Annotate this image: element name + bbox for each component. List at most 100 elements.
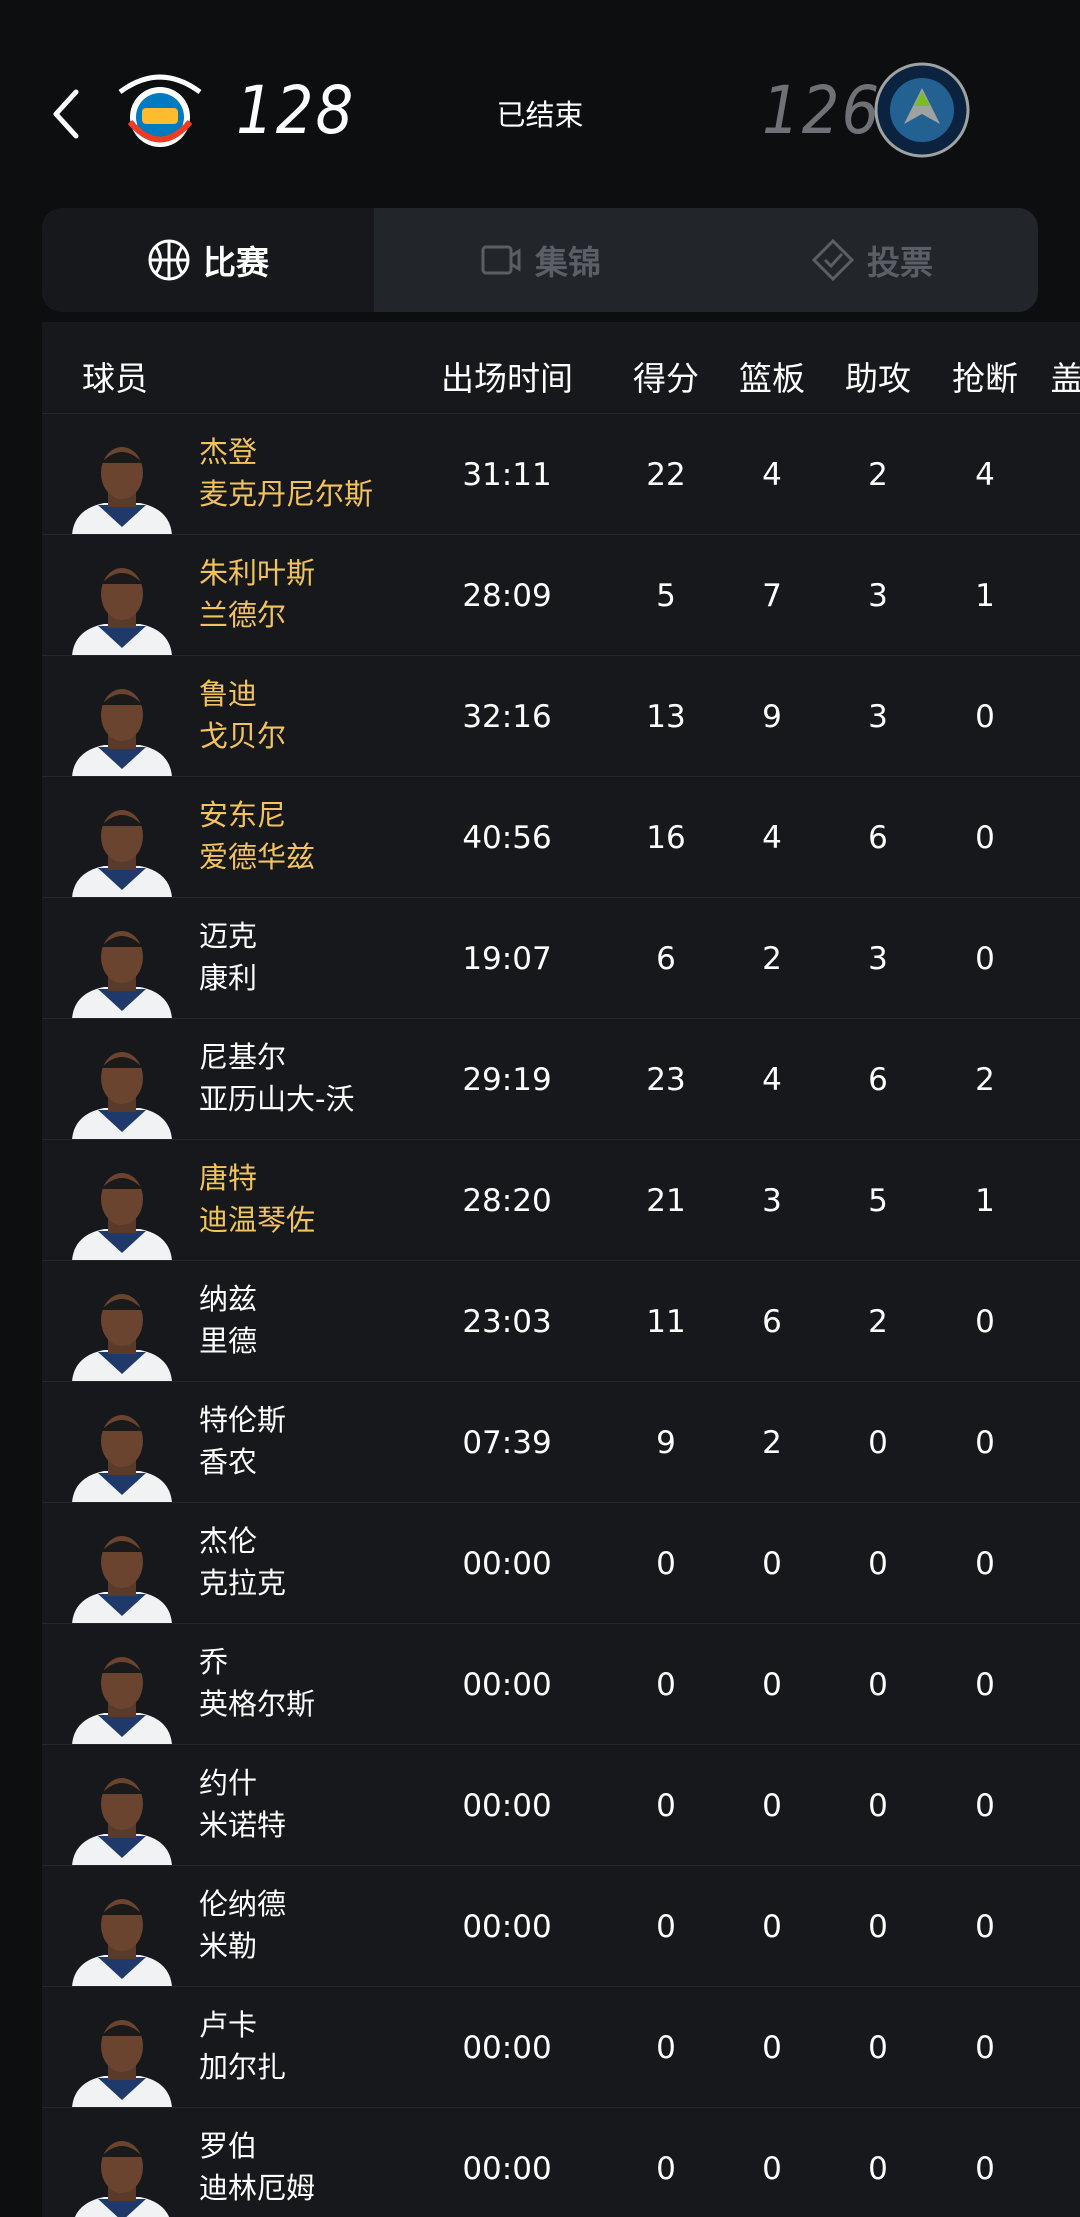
stat-cell: 2 bbox=[762, 941, 782, 977]
stat-cell: 0 bbox=[975, 1425, 995, 1461]
player-row[interactable]: 杰伦 克拉克 00:00 0 0 0 0 bbox=[42, 1502, 1080, 1624]
player-row[interactable]: 卢卡 加尔扎 00:00 0 0 0 0 bbox=[42, 1986, 1080, 2108]
player-last-name: 迪林厄姆 bbox=[199, 2171, 316, 2205]
player-first-name: 迈克 bbox=[199, 919, 258, 953]
stat-cell: 6 bbox=[656, 941, 676, 977]
player-row[interactable]: 乔英格尔斯 00:00 0 0 0 0 bbox=[42, 1623, 1080, 1745]
player-row[interactable]: 纳兹 里德 23:03 11 6 2 0 bbox=[42, 1260, 1080, 1382]
player-last-name: 克拉克 bbox=[199, 1566, 287, 1600]
stat-cell: 1 bbox=[975, 1183, 995, 1219]
player-last-name: 迪温琴佐 bbox=[199, 1203, 316, 1237]
stat-cell: 3 bbox=[762, 1183, 782, 1219]
stat-cell: 32:16 bbox=[462, 699, 552, 735]
player-row[interactable]: 唐特迪温琴佐 28:20 21 3 5 1 bbox=[42, 1139, 1080, 1261]
player-avatar bbox=[64, 1528, 180, 1624]
player-avatar bbox=[64, 1165, 180, 1261]
player-row[interactable]: 朱利叶斯 兰德尔 28:09 5 7 3 1 bbox=[42, 534, 1080, 656]
stat-cell: 0 bbox=[975, 1546, 995, 1582]
home-score: 128 bbox=[236, 72, 356, 149]
game-status: 已结束 bbox=[496, 98, 584, 132]
player-row[interactable]: 安东尼 爱德华兹 40:56 16 4 6 0 bbox=[42, 776, 1080, 898]
stat-cell: 11 bbox=[646, 1304, 686, 1340]
player-avatar bbox=[64, 681, 180, 777]
stat-cell: 0 bbox=[656, 2151, 676, 2187]
player-first-name: 罗伯 bbox=[199, 2129, 258, 2163]
player-last-name: 康利 bbox=[199, 961, 258, 995]
stat-cell: 0 bbox=[975, 1667, 995, 1703]
tab-bar: 比赛 集锦 投票 bbox=[42, 208, 1038, 312]
stat-cell: 0 bbox=[868, 1909, 888, 1945]
stat-cell: 0 bbox=[975, 2151, 995, 2187]
tab[interactable]: 集锦 bbox=[374, 208, 706, 312]
stat-cell: 4 bbox=[762, 820, 782, 856]
stat-cell: 28:09 bbox=[462, 578, 552, 614]
player-avatar bbox=[64, 1286, 180, 1382]
stat-cell: 23 bbox=[646, 1062, 686, 1098]
stat-cell: 0 bbox=[762, 1546, 782, 1582]
stat-cell: 0 bbox=[656, 1909, 676, 1945]
player-last-name: 加尔扎 bbox=[199, 2050, 287, 2084]
stat-cell: 00:00 bbox=[462, 1667, 552, 1703]
stat-cell: 0 bbox=[868, 2151, 888, 2187]
tab[interactable]: 投票 bbox=[706, 208, 1038, 312]
player-last-name: 亚历山大-沃 bbox=[199, 1082, 355, 1116]
stat-cell: 28:20 bbox=[462, 1183, 552, 1219]
stat-cell: 6 bbox=[868, 820, 888, 856]
stat-cell: 0 bbox=[868, 1546, 888, 1582]
player-row[interactable]: 尼基尔 亚历山大-沃 29:19 23 4 6 2 bbox=[42, 1018, 1080, 1140]
stat-cell: 40:56 bbox=[462, 820, 552, 856]
stat-cell: 19:07 bbox=[462, 941, 552, 977]
player-first-name: 唐特 bbox=[199, 1161, 258, 1195]
stat-cell: 9 bbox=[656, 1425, 676, 1461]
stat-cell: 0 bbox=[975, 2030, 995, 2066]
tab[interactable]: 比赛 bbox=[42, 208, 374, 312]
player-first-name: 杰登 bbox=[199, 435, 258, 469]
player-row[interactable]: 鲁迪 戈贝尔 32:16 13 9 3 0 bbox=[42, 655, 1080, 777]
player-first-name: 特伦斯 bbox=[199, 1403, 287, 1437]
player-row[interactable]: 约什 米诺特 00:00 0 0 0 0 bbox=[42, 1744, 1080, 1866]
player-last-name: 里德 bbox=[199, 1324, 258, 1358]
stat-cell: 4 bbox=[762, 1062, 782, 1098]
away-team-logo bbox=[874, 62, 970, 158]
stat-cell: 00:00 bbox=[462, 1546, 552, 1582]
player-avatar bbox=[64, 1649, 180, 1745]
stat-cell: 2 bbox=[868, 1304, 888, 1340]
player-last-name: 兰德尔 bbox=[199, 598, 287, 632]
stat-cell: 00:00 bbox=[462, 1788, 552, 1824]
player-avatar bbox=[64, 1891, 180, 1987]
stat-cell: 0 bbox=[868, 1667, 888, 1703]
column-header: 助攻 bbox=[845, 359, 911, 398]
player-row[interactable]: 特伦斯 香农 07:39 9 2 0 0 bbox=[42, 1381, 1080, 1503]
player-row[interactable]: 杰登 麦克丹尼尔斯 31:11 22 4 2 4 bbox=[42, 413, 1080, 535]
stat-cell: 4 bbox=[762, 457, 782, 493]
back-button[interactable] bbox=[46, 84, 86, 144]
stat-cell: 0 bbox=[975, 941, 995, 977]
player-avatar bbox=[64, 1770, 180, 1866]
stat-cell: 0 bbox=[975, 699, 995, 735]
player-row[interactable]: 迈克 康利 19:07 6 2 3 0 bbox=[42, 897, 1080, 1019]
stat-cell: 9 bbox=[762, 699, 782, 735]
away-score: 126 bbox=[762, 72, 882, 149]
player-first-name: 安东尼 bbox=[199, 798, 287, 832]
player-row[interactable]: 伦纳德 米勒 00:00 0 0 0 0 bbox=[42, 1865, 1080, 1987]
player-last-name: 麦克丹尼尔斯 bbox=[199, 477, 374, 511]
stat-cell: 5 bbox=[868, 1183, 888, 1219]
stat-cell: 5 bbox=[656, 578, 676, 614]
column-header: 盖 bbox=[1050, 359, 1080, 398]
stat-cell: 0 bbox=[975, 820, 995, 856]
player-first-name: 尼基尔 bbox=[199, 1040, 287, 1074]
player-last-name: 米勒 bbox=[199, 1929, 258, 1963]
column-header: 出场时间 bbox=[441, 359, 573, 398]
stat-cell: 00:00 bbox=[462, 2030, 552, 2066]
stat-cell: 6 bbox=[762, 1304, 782, 1340]
stat-cell: 0 bbox=[868, 1788, 888, 1824]
column-header: 抢断 bbox=[952, 359, 1018, 398]
stat-cell: 6 bbox=[868, 1062, 888, 1098]
tab-label: 投票 bbox=[867, 243, 933, 282]
player-row[interactable]: 罗伯 迪林厄姆 00:00 0 0 0 0 bbox=[42, 2107, 1080, 2217]
stat-cell: 21 bbox=[646, 1183, 686, 1219]
stat-cell: 2 bbox=[762, 1425, 782, 1461]
stat-cell: 0 bbox=[868, 2030, 888, 2066]
player-first-name: 朱利叶斯 bbox=[199, 556, 316, 590]
stat-cell: 0 bbox=[762, 2151, 782, 2187]
